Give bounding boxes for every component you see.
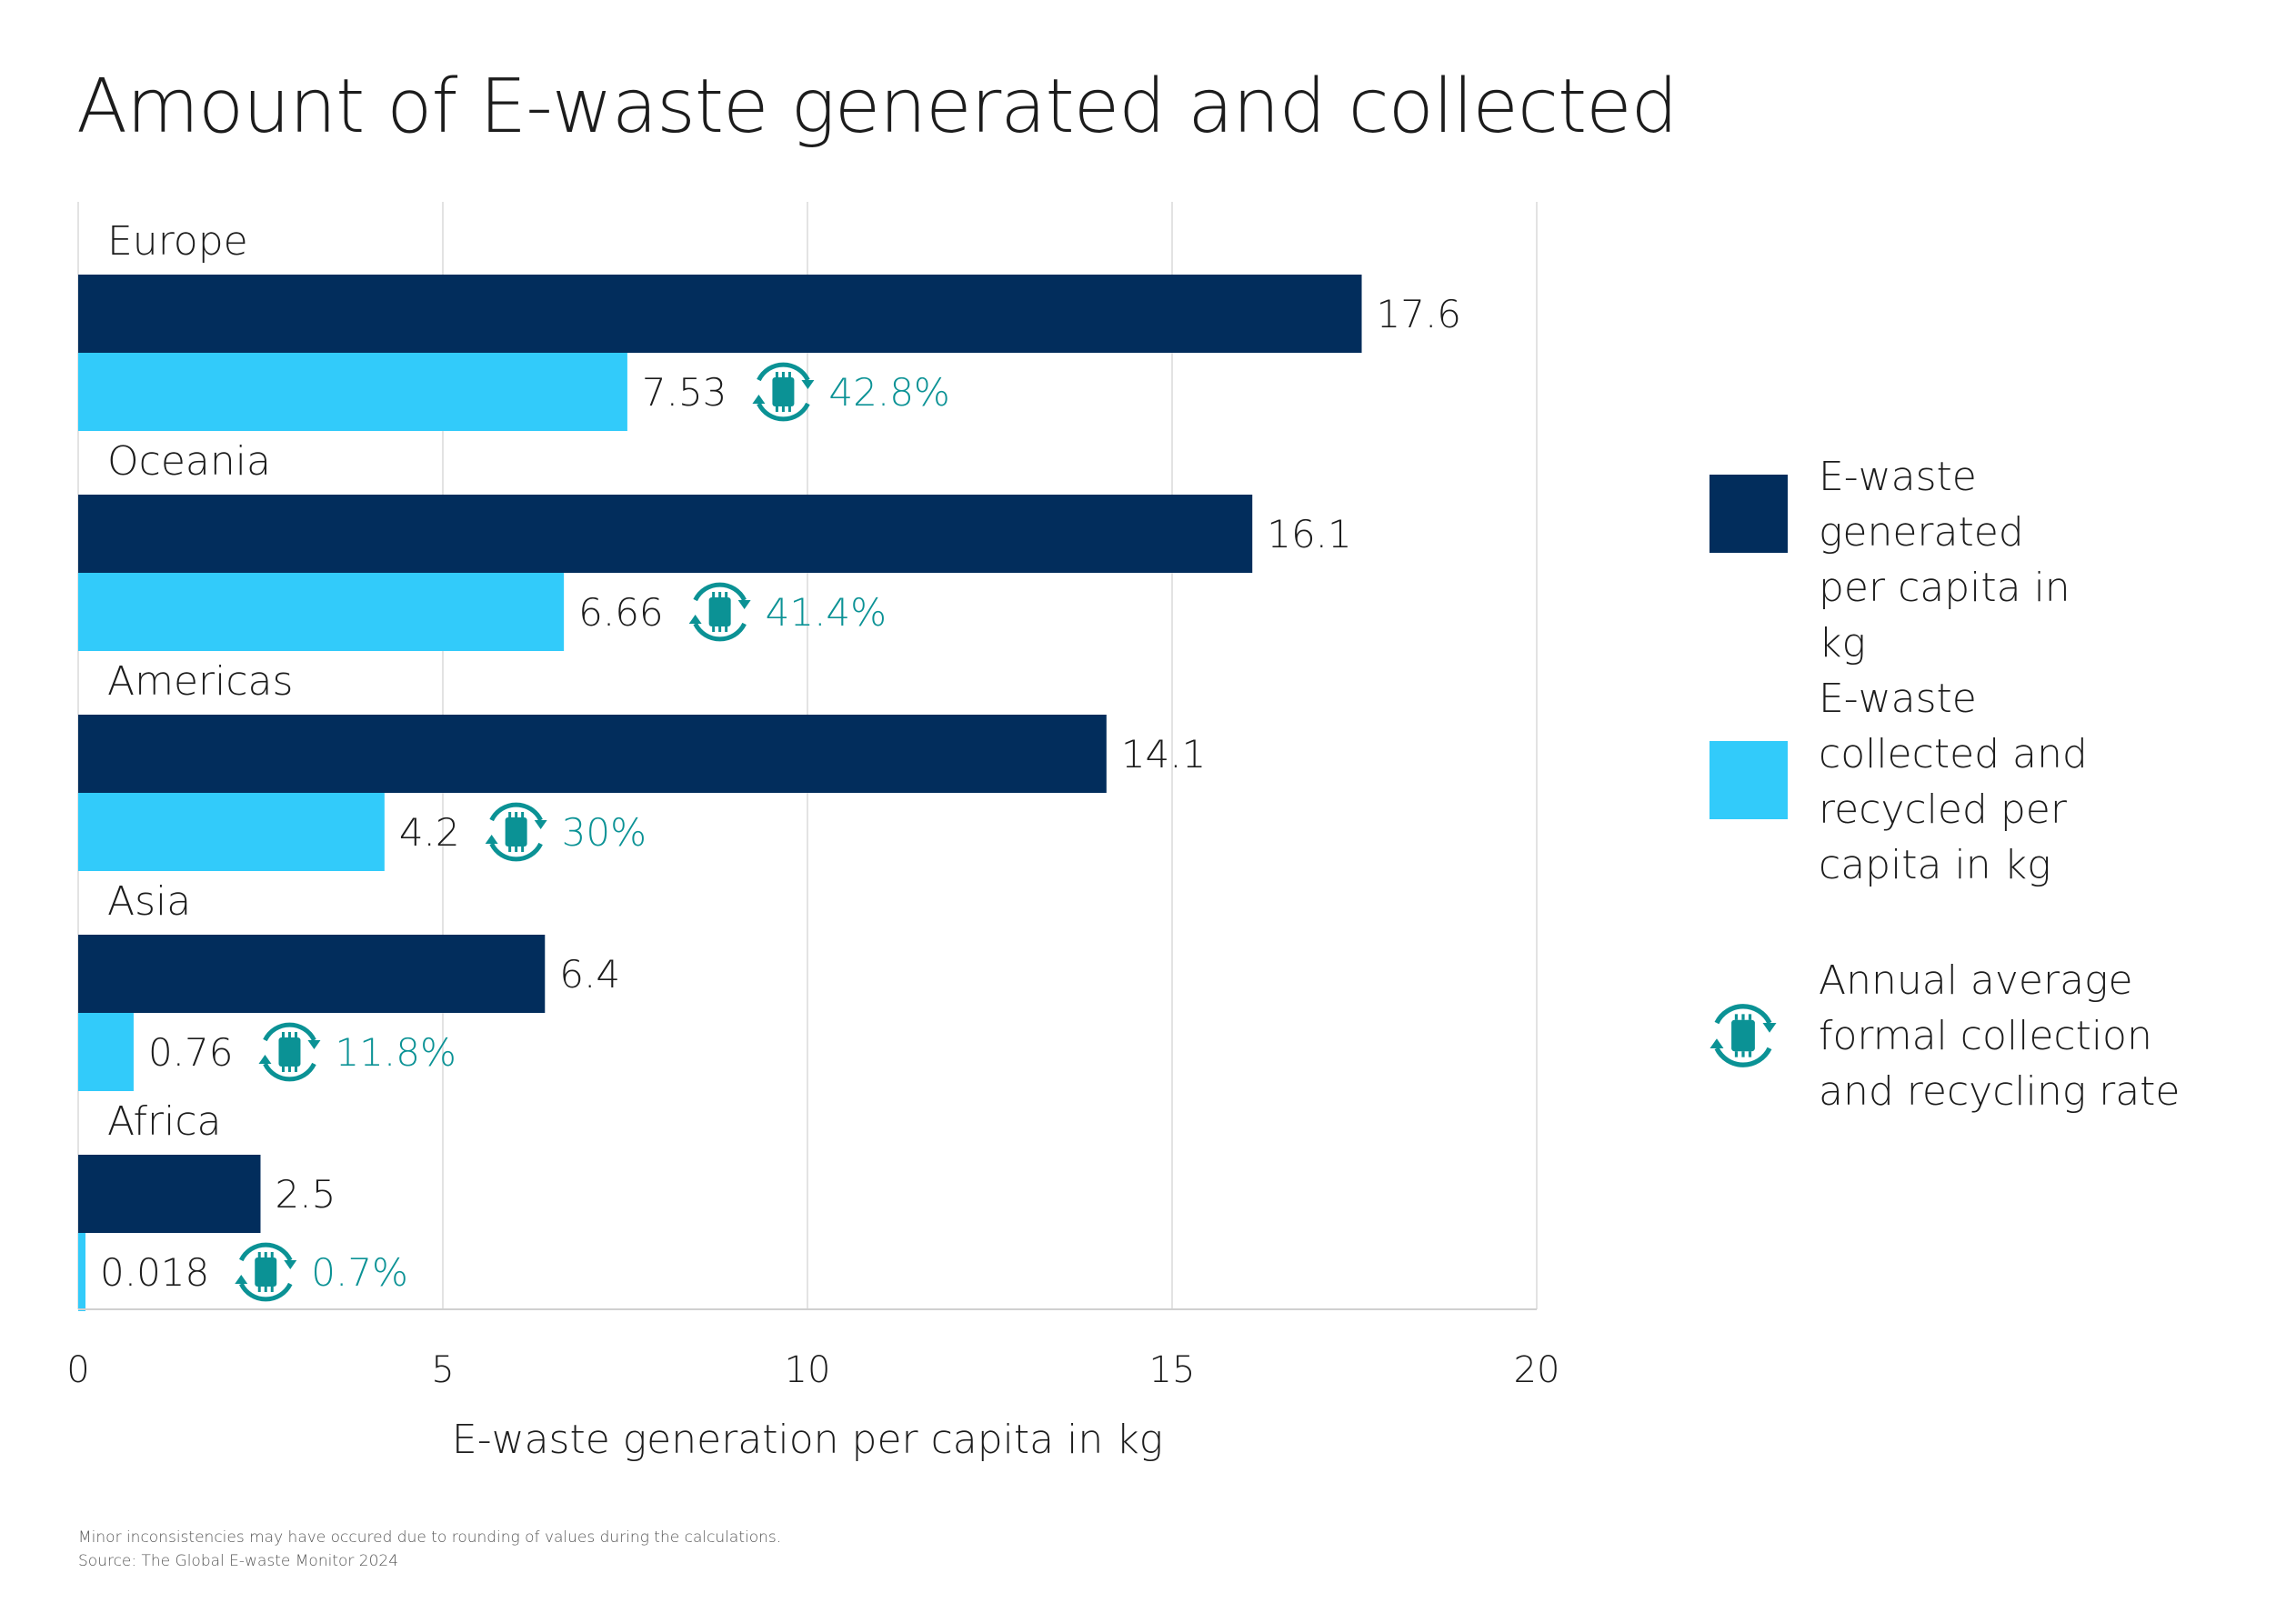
footnote-source: Source: The Global E-waste Monitor 2024 — [78, 1552, 399, 1570]
value-label-generated: 2.5 — [276, 1172, 336, 1217]
footnote-rounding: Minor inconsistencies may have occured d… — [78, 1528, 782, 1547]
recycle-chip-icon — [235, 1245, 296, 1299]
legend-swatch-collected — [1709, 741, 1788, 819]
value-label-collected: 4.2 — [399, 810, 460, 855]
rate-label: 41.4% — [766, 590, 887, 635]
bar-collected — [78, 1233, 85, 1311]
legend-swatch-generated — [1709, 475, 1788, 553]
legend-label-collected: E-waste collected and recycled per capit… — [1819, 676, 2088, 888]
bar-collected — [78, 1013, 134, 1091]
category-label: Oceania — [107, 438, 271, 485]
category-label: Americas — [107, 658, 293, 705]
chart-title: Amount of E-waste generated and collecte… — [76, 64, 1679, 150]
bar-collected — [78, 353, 627, 431]
bar-generated — [78, 495, 1253, 573]
value-label-generated: 17.6 — [1377, 292, 1462, 336]
recycle-chip-icon — [752, 365, 814, 419]
bar-generated — [78, 935, 546, 1013]
value-label-collected: 0.76 — [148, 1030, 234, 1075]
x-tick-label: 10 — [785, 1349, 831, 1391]
value-label-generated: 6.4 — [559, 952, 620, 997]
rate-label: 11.8% — [335, 1030, 456, 1075]
footnote: Minor inconsistencies may have occured d… — [78, 1526, 781, 1573]
rate-label: 42.8% — [828, 370, 949, 415]
bar-collected — [78, 573, 565, 651]
recycle-chip-icon — [486, 805, 547, 859]
rate-label: 30% — [562, 810, 647, 855]
recycle-chip-icon — [689, 585, 751, 639]
x-tick-label: 0 — [66, 1349, 89, 1391]
category-label: Europe — [107, 218, 248, 265]
bar-generated — [78, 715, 1107, 793]
category-label: Africa — [107, 1098, 222, 1145]
x-axis-title: E-waste generation per capita in kg — [452, 1417, 1163, 1463]
rate-label: 0.7% — [311, 1250, 408, 1295]
legend-label-rate: Annual average formal collection and rec… — [1819, 957, 2181, 1115]
value-label-collected: 7.53 — [642, 370, 727, 415]
value-label-generated: 16.1 — [1267, 512, 1352, 556]
x-tick-label: 20 — [1514, 1349, 1560, 1391]
x-tick-label: 15 — [1149, 1349, 1196, 1391]
legend-label-generated: E-waste generated per capita in kg — [1819, 454, 2070, 666]
category-label: Asia — [107, 878, 191, 925]
bar-generated — [78, 1155, 261, 1233]
bar-generated — [78, 275, 1362, 353]
recycle-chip-icon — [1704, 997, 1782, 1075]
value-label-collected: 0.018 — [100, 1250, 209, 1295]
value-label-collected: 6.66 — [578, 590, 664, 635]
x-tick-label: 5 — [431, 1349, 454, 1391]
value-label-generated: 14.1 — [1121, 732, 1207, 776]
recycle-chip-icon — [258, 1025, 320, 1079]
bar-collected — [78, 793, 385, 871]
